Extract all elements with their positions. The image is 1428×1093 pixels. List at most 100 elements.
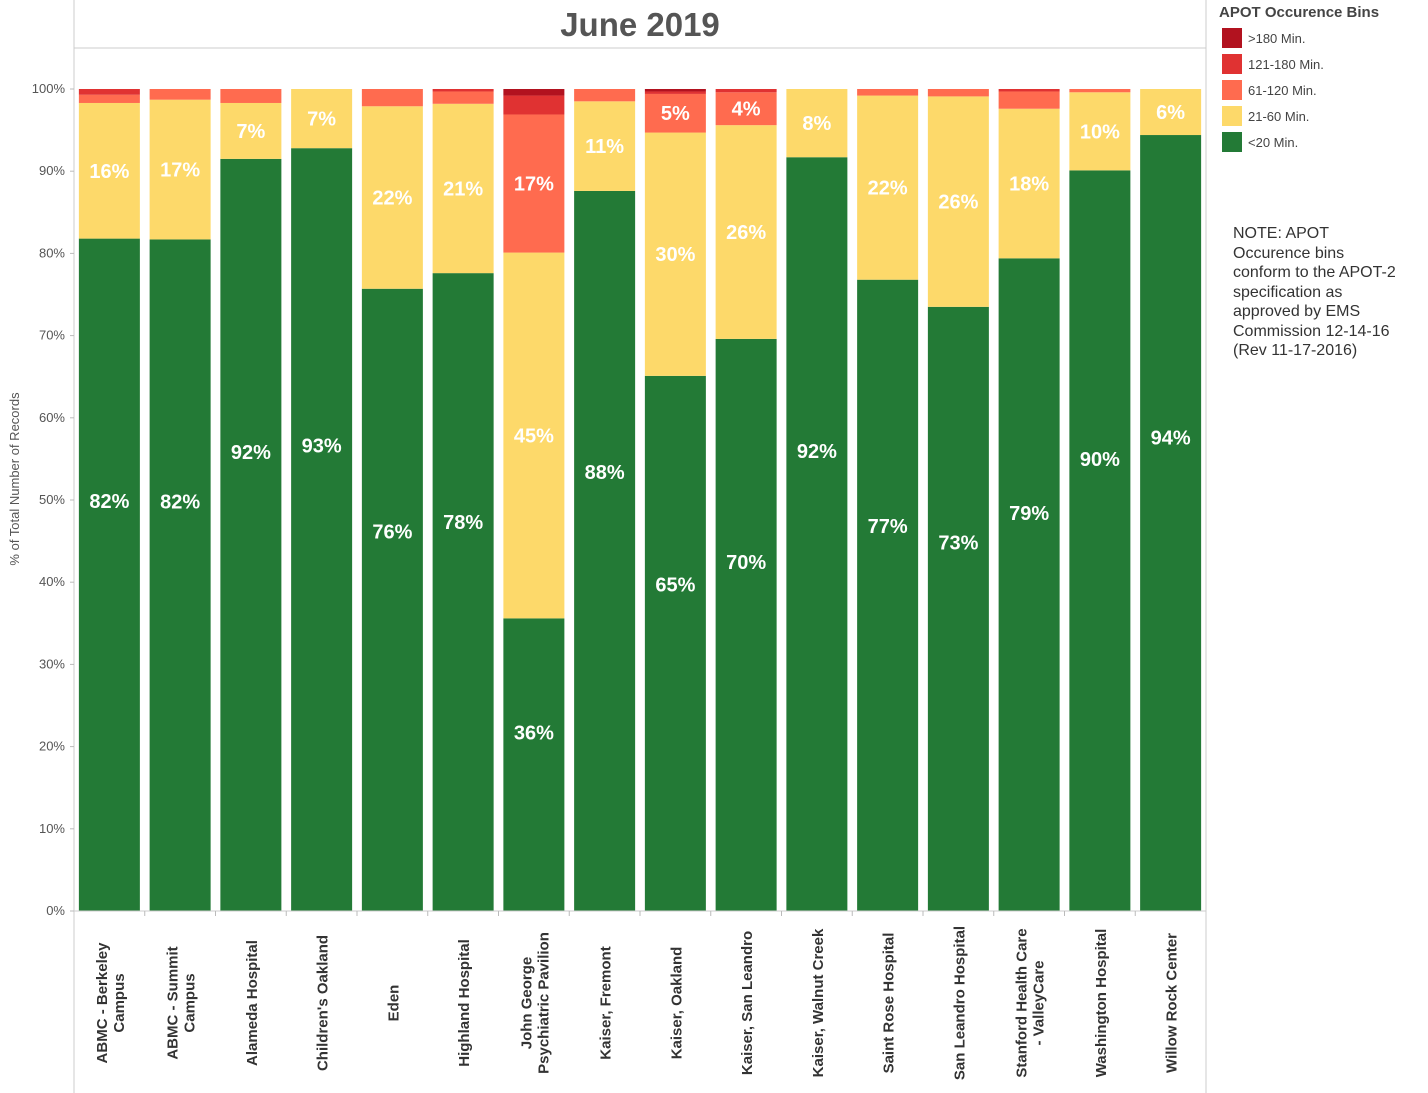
bar-segment — [998, 258, 1060, 911]
legend-item: >180 Min. — [1219, 25, 1424, 51]
data-label: 65% — [655, 575, 695, 597]
legend-label: 61-120 Min. — [1248, 82, 1317, 98]
bar-segment — [432, 89, 494, 92]
bar-segment — [998, 89, 1060, 92]
y-tick-label: 80% — [39, 245, 65, 260]
bar-segment — [857, 95, 919, 280]
bar-segment — [998, 108, 1060, 259]
bar-segment — [149, 99, 211, 240]
x-tick-label: ABMC - SummitCampus — [165, 946, 199, 1059]
data-label: 7% — [307, 109, 336, 131]
x-tick-label: Washington Hospital — [1093, 929, 1110, 1078]
bar-segment — [503, 95, 565, 115]
x-tick-label: Children's Oakland — [315, 935, 332, 1071]
data-label: 79% — [1009, 503, 1049, 525]
bar-segment — [149, 239, 211, 911]
legend: APOT Occurence Bins >180 Min. 121-180 Min… — [1219, 4, 1424, 155]
x-tick-label: ABMC - BerkeleyCampus — [94, 942, 128, 1064]
bar-segment — [574, 89, 636, 102]
bar-segment — [644, 132, 706, 376]
bar-stack: 76% 22% — [361, 89, 423, 912]
data-label: 10% — [1080, 121, 1120, 143]
data-label: 26% — [726, 222, 766, 244]
bar-segment — [927, 306, 989, 912]
bar-segment — [574, 190, 636, 912]
bar-segment — [78, 94, 140, 103]
bar-segment — [715, 89, 777, 93]
data-label: 17% — [514, 174, 554, 196]
bar-segment — [715, 125, 777, 339]
x-tick-label: San Leandro Hospital — [951, 926, 968, 1080]
legend-label: >180 Min. — [1248, 30, 1306, 46]
note-line: (Rev 11-17-2016) — [1233, 342, 1358, 359]
y-tick-label: 10% — [39, 821, 65, 836]
bar-stack: 94% 6% — [1140, 89, 1202, 912]
bar-segment — [644, 91, 706, 94]
bar-stack: 92% 8% — [786, 89, 848, 911]
data-label: 11% — [585, 136, 624, 158]
data-label: 6% — [1156, 102, 1185, 124]
y-tick-label: 0% — [46, 903, 65, 918]
data-label: 92% — [797, 441, 837, 463]
bar-segment — [786, 89, 848, 158]
bar-segment — [1069, 170, 1131, 912]
bar-stack: 78% 21% — [432, 89, 494, 911]
legend-swatch — [1222, 106, 1242, 126]
bar-segment — [503, 114, 565, 253]
note-line: conform to the APOT-2 — [1233, 264, 1396, 281]
legend-item: 21-60 Min. — [1219, 103, 1424, 129]
y-axis-label: % of Total Number of Records — [7, 392, 22, 566]
bar-segment — [644, 375, 706, 911]
y-tick-label: 70% — [39, 328, 65, 343]
bar-stack: 90% 10% — [1069, 89, 1131, 912]
data-label: 4% — [732, 99, 761, 121]
legend-label: 121-180 Min. — [1248, 56, 1324, 72]
legend-swatch — [1222, 80, 1242, 100]
y-tick-label: 30% — [39, 656, 65, 671]
bar-segment — [149, 89, 211, 100]
bar-stack: 93% 7% — [291, 89, 353, 911]
data-label: 22% — [372, 188, 412, 210]
data-label: 70% — [726, 552, 766, 574]
y-tick-label: 40% — [39, 574, 65, 589]
bar-segment — [786, 157, 848, 911]
data-label: 77% — [868, 516, 908, 538]
bar-segment — [927, 89, 989, 97]
bar-segment — [1140, 135, 1202, 912]
bar-stack: 77% 22% — [857, 89, 919, 912]
bar-segment — [220, 89, 282, 103]
data-label: 36% — [514, 722, 554, 744]
bar-segment — [432, 91, 494, 104]
bar-segment — [78, 89, 140, 95]
bar-segment — [503, 252, 565, 619]
bar-segment — [432, 103, 494, 274]
legend-label: 21-60 Min. — [1248, 108, 1310, 124]
y-tick-label: 60% — [39, 410, 65, 425]
data-label: 16% — [89, 161, 129, 183]
note-line: approved by EMS — [1233, 303, 1361, 320]
note-line: Commission 12-14-16 — [1233, 322, 1390, 340]
bar-segment — [715, 92, 777, 126]
data-label: 82% — [160, 491, 200, 513]
data-label: 88% — [585, 462, 625, 484]
bar-segment — [1140, 89, 1202, 136]
data-label: 93% — [302, 436, 342, 458]
legend-item: 61-120 Min. — [1219, 77, 1424, 103]
bar-stack: 65% 30% 5% — [644, 89, 706, 911]
x-tick-label: Kaiser, Oakland — [668, 947, 685, 1060]
bar-stack: 92% 7% — [220, 89, 282, 911]
bars: 82% 16% 82% 17% 92% 7% 93% 7% 76% 22% 78% 21% 36% 45%… — [78, 89, 1202, 912]
note-line: NOTE: APOT — [1233, 225, 1330, 242]
legend-swatch — [1222, 54, 1242, 74]
y-tick-label: 20% — [39, 739, 65, 754]
note-line: Occurence bins — [1233, 244, 1345, 262]
x-tick-label: Kaiser, San Leandro — [739, 931, 756, 1075]
data-label: 18% — [1009, 174, 1049, 196]
data-label: 92% — [231, 442, 271, 464]
bar-segment — [857, 279, 919, 912]
x-tick-label: Alameda Hospital — [244, 940, 261, 1066]
data-label: 26% — [938, 192, 978, 214]
bar-segment — [644, 93, 706, 133]
bar-segment — [1069, 89, 1131, 93]
data-label: 78% — [443, 512, 483, 534]
